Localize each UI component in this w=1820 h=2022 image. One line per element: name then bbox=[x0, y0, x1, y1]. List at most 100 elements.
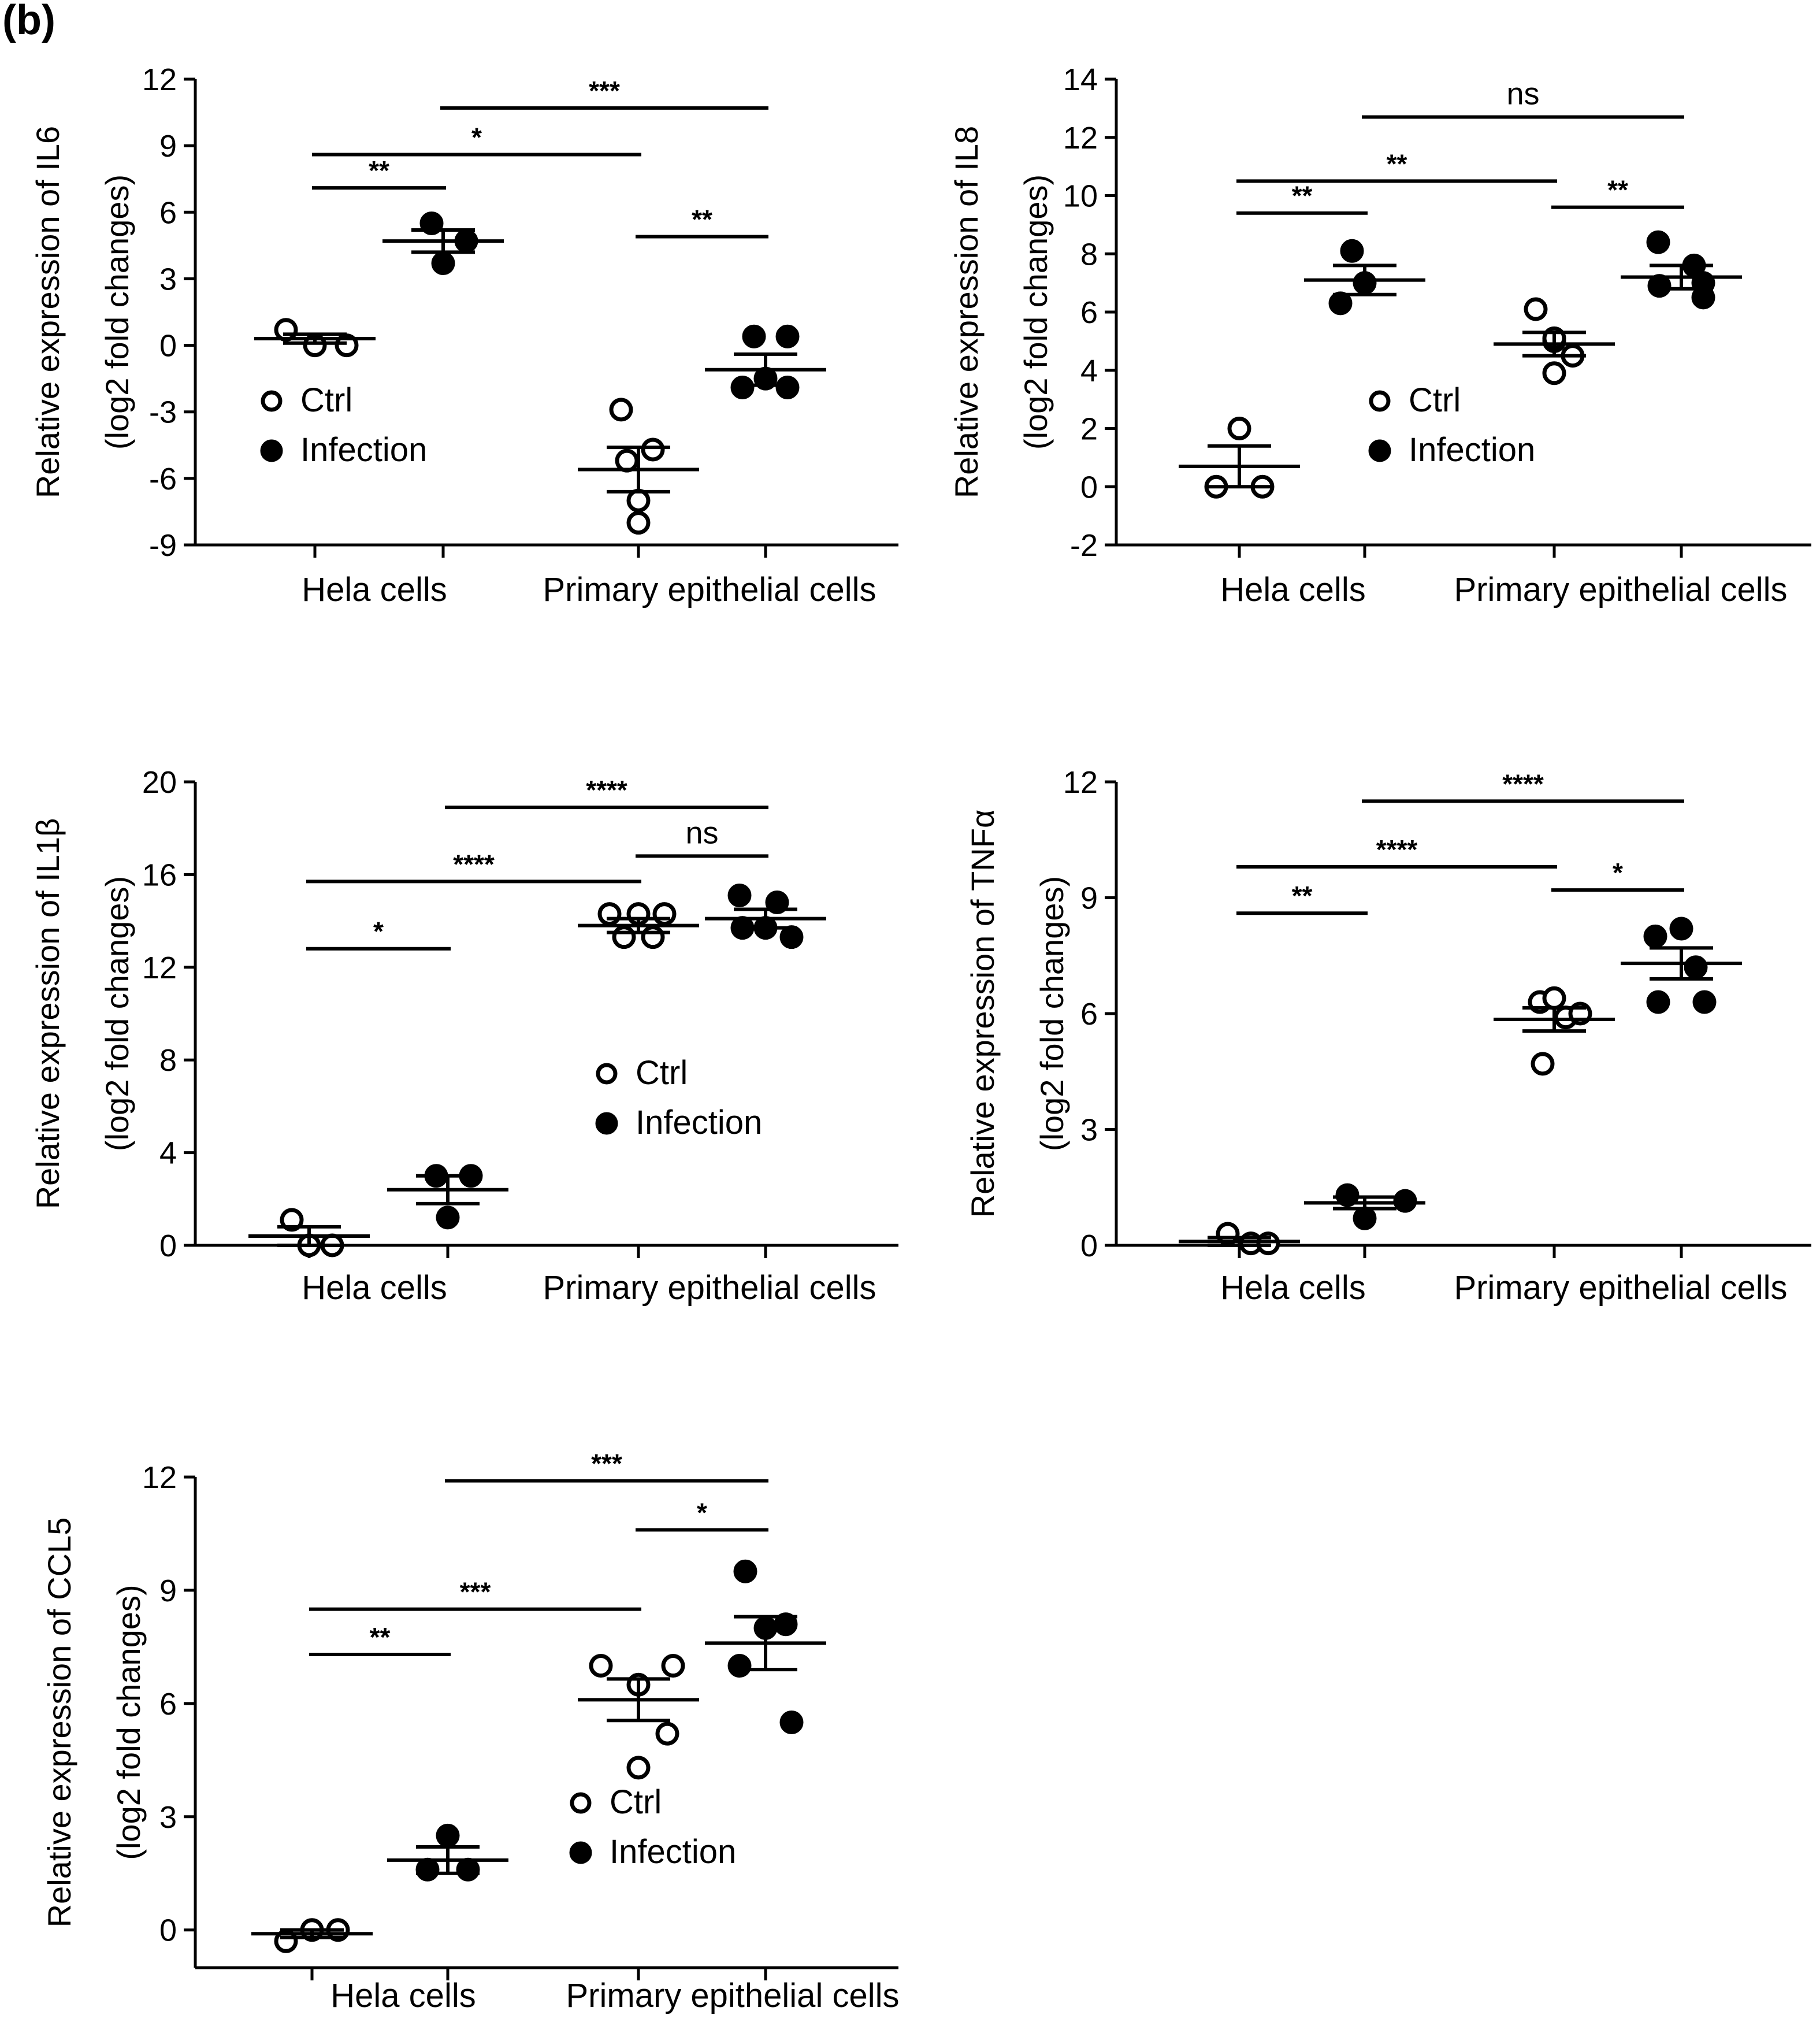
y-tick-label: 0 bbox=[1080, 470, 1098, 504]
chart-tnfa: 12 9 6 3 0 Hela cells Primary epithelial cells… bbox=[964, 765, 1811, 1307]
infection-point bbox=[1328, 291, 1353, 316]
significance-label: ** bbox=[1387, 149, 1407, 179]
infection-point bbox=[727, 883, 752, 907]
y-axis-label-units: (log2 fold changes) bbox=[1034, 876, 1070, 1151]
infection-point bbox=[1646, 990, 1670, 1014]
group-label: Primary epithelial cells bbox=[543, 1269, 876, 1307]
legend-infection-marker bbox=[595, 1112, 618, 1135]
y-tick-label: 0 bbox=[159, 329, 177, 363]
y-tick-label: 10 bbox=[1063, 179, 1098, 214]
y-tick-label: -2 bbox=[1070, 528, 1098, 563]
infection-point bbox=[419, 211, 444, 235]
group-label: Hela cells bbox=[1220, 1269, 1365, 1307]
group-label: Primary epithelial cells bbox=[543, 571, 876, 609]
significance-label: **** bbox=[1502, 769, 1544, 799]
ctrl-point bbox=[589, 1654, 613, 1678]
legend-ctrl-label: Ctrl bbox=[300, 381, 352, 419]
chart-il1b: 20 16 12 8 4 0 Hela cells Primary epithelial ce… bbox=[29, 765, 898, 1307]
y-axis-label: Relative expression of IL6 bbox=[29, 126, 66, 498]
legend-ctrl-marker bbox=[596, 1063, 618, 1085]
y-axis-label: Relative expression of CCL5 bbox=[41, 1518, 77, 1928]
ctrl-point bbox=[626, 488, 651, 513]
infection-point bbox=[1646, 230, 1670, 254]
significance-label: ** bbox=[692, 205, 712, 235]
y-tick-label: 3 bbox=[159, 1800, 177, 1835]
significance-label: ns bbox=[1506, 76, 1539, 111]
ctrl-point bbox=[652, 902, 677, 926]
group-label: Primary epithelial cells bbox=[1454, 1269, 1788, 1307]
legend-infection-label: Infection bbox=[636, 1104, 762, 1141]
ctrl-point bbox=[1524, 297, 1548, 321]
significance-label: **** bbox=[586, 775, 627, 805]
ctrl-point bbox=[626, 511, 651, 535]
ctrl-point bbox=[655, 1722, 679, 1746]
infection-point bbox=[730, 375, 755, 399]
infection-point bbox=[779, 925, 804, 949]
ctrl-point bbox=[612, 925, 636, 949]
ctrl-point bbox=[641, 925, 665, 949]
infection-point bbox=[456, 1857, 480, 1882]
y-tick-label: 8 bbox=[159, 1043, 177, 1078]
infection-point bbox=[1340, 239, 1364, 263]
y-tick-label: 0 bbox=[159, 1913, 177, 1948]
infection-point bbox=[1335, 1183, 1360, 1207]
y-axis-label-units: (log2 fold changes) bbox=[99, 175, 135, 450]
group-label: Hela cells bbox=[330, 1977, 476, 2014]
infection-point bbox=[742, 324, 766, 348]
y-tick-label: 12 bbox=[142, 62, 177, 97]
y-tick-label: 12 bbox=[142, 1460, 177, 1495]
y-axis-label-units: (log2 fold changes) bbox=[1017, 175, 1054, 450]
y-tick-label: 0 bbox=[1080, 1229, 1098, 1263]
legend-infection-label: Infection bbox=[300, 431, 427, 469]
infection-point bbox=[436, 1823, 460, 1847]
y-tick-label: -3 bbox=[149, 395, 177, 430]
legend-infection-label: Infection bbox=[1409, 431, 1535, 469]
y-tick-label: 8 bbox=[1080, 237, 1098, 272]
y-axis-label: Relative expression of IL8 bbox=[948, 126, 985, 498]
infection-point bbox=[1647, 274, 1672, 298]
infection-point bbox=[1669, 917, 1693, 941]
ctrl-point bbox=[641, 437, 665, 462]
infection-point bbox=[436, 1205, 460, 1230]
y-tick-label: -6 bbox=[149, 462, 177, 496]
legend-ctrl-marker bbox=[570, 1792, 592, 1814]
y-tick-label: 3 bbox=[1080, 1113, 1098, 1148]
infection-point bbox=[1692, 990, 1717, 1014]
significance-label: * bbox=[1613, 858, 1623, 888]
legend-infection-marker bbox=[260, 439, 283, 462]
infection-point bbox=[727, 1654, 752, 1678]
y-tick-label: 9 bbox=[159, 129, 177, 164]
infection-point bbox=[1684, 955, 1708, 980]
group-label: Hela cells bbox=[302, 571, 447, 609]
ctrl-point bbox=[1531, 1052, 1555, 1076]
infection-point bbox=[775, 375, 800, 399]
y-axis-label-units: (log2 fold changes) bbox=[110, 1585, 147, 1860]
ctrl-point bbox=[626, 1756, 651, 1780]
significance-label: *** bbox=[589, 76, 620, 106]
ctrl-point bbox=[1542, 361, 1566, 385]
legend-ctrl-marker bbox=[1369, 390, 1391, 412]
infection-point bbox=[431, 251, 455, 276]
significance-label: ** bbox=[1607, 175, 1628, 205]
infection-point bbox=[1393, 1189, 1417, 1213]
significance-label: ns bbox=[685, 815, 718, 850]
y-axis-label-units: (log2 fold changes) bbox=[99, 876, 135, 1151]
infection-point bbox=[733, 1559, 757, 1583]
infection-point bbox=[1691, 285, 1715, 310]
y-tick-label: 6 bbox=[1080, 295, 1098, 330]
significance-label: * bbox=[697, 1497, 707, 1527]
significance-label: **** bbox=[453, 849, 495, 879]
ctrl-point bbox=[597, 902, 622, 926]
y-tick-label: 6 bbox=[159, 1687, 177, 1722]
group-label: Primary epithelial cells bbox=[1454, 571, 1788, 609]
significance-label: ** bbox=[1292, 881, 1313, 911]
infection-point bbox=[415, 1857, 440, 1882]
y-tick-label: 4 bbox=[159, 1136, 177, 1171]
y-tick-label: 12 bbox=[142, 951, 177, 985]
ctrl-point bbox=[280, 1208, 304, 1232]
legend-ctrl-label: Ctrl bbox=[610, 1783, 662, 1821]
significance-label: * bbox=[471, 122, 482, 152]
ctrl-point bbox=[615, 448, 639, 473]
y-tick-label: 3 bbox=[159, 262, 177, 296]
